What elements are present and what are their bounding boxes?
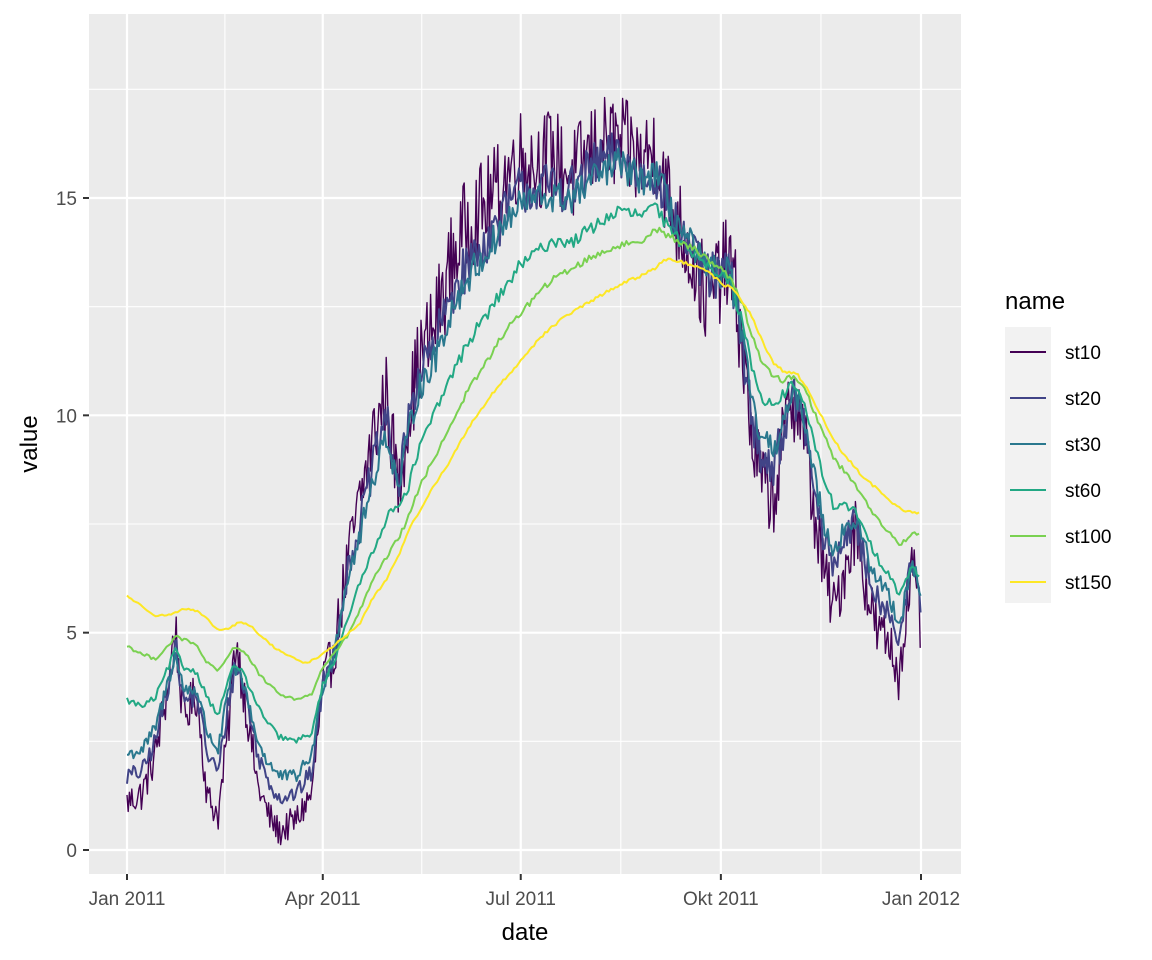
y-axis-title: value	[16, 415, 43, 472]
x-tick-label: Jul 2011	[486, 889, 556, 910]
x-tick-label: Jan 2011	[89, 889, 166, 910]
legend-label-st150: st150	[1065, 573, 1111, 594]
x-tick-label: Apr 2011	[285, 889, 361, 910]
y-tick-label: 0	[66, 841, 77, 862]
series-lines	[126, 96, 922, 846]
series-line-st30	[126, 147, 922, 783]
legend: name st10 st20 st30 st60 st100 st150	[1005, 288, 1111, 603]
major-gridlines	[89, 14, 961, 874]
legend-label-st20: st20	[1065, 389, 1101, 410]
series-line-st60	[126, 202, 920, 744]
legend-label-st30: st30	[1065, 435, 1101, 456]
legend-key-background	[1005, 327, 1051, 603]
x-tick-label: Okt 2011	[683, 889, 759, 910]
y-tick-label: 10	[56, 406, 77, 427]
x-axis: Jan 2011 Apr 2011 Jul 2011 Okt 2011 Jan 2012	[89, 874, 960, 910]
y-tick-label: 15	[56, 189, 77, 210]
legend-label-st10: st10	[1065, 343, 1101, 364]
series-line-st150	[126, 257, 920, 664]
y-tick-label: 5	[66, 624, 77, 645]
legend-title: name	[1005, 288, 1065, 315]
legend-label-st100: st100	[1065, 527, 1111, 548]
legend-label-st60: st60	[1065, 481, 1101, 502]
y-axis: 0 5 10 15	[56, 189, 89, 862]
series-line-st100	[126, 226, 920, 701]
x-axis-title: date	[502, 919, 549, 946]
x-tick-label: Jan 2012	[882, 889, 960, 910]
